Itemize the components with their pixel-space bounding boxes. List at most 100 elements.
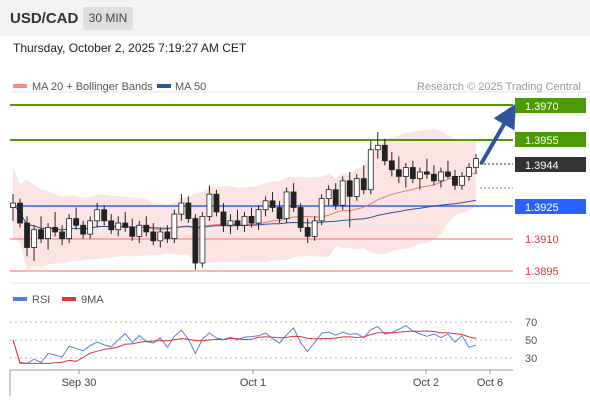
last-price-value: 1.3944 xyxy=(525,160,559,172)
resistance-2-value: 1.3970 xyxy=(525,101,559,113)
candle-body xyxy=(192,218,199,264)
candle-body xyxy=(262,200,269,211)
candle-body xyxy=(115,222,122,231)
pivot-value: 1.3925 xyxy=(525,202,559,214)
candle-body xyxy=(431,173,437,182)
candle-body xyxy=(220,211,227,226)
candle-body xyxy=(402,167,409,177)
ma20-legend-label: MA 20 + Bollinger Bands xyxy=(32,81,153,93)
candle-body xyxy=(360,178,367,191)
candle-body xyxy=(255,209,262,224)
candle-body xyxy=(10,202,16,208)
candle-body xyxy=(459,175,465,186)
candle-body xyxy=(157,231,164,242)
candle-body xyxy=(38,229,44,239)
resistance-1-tag xyxy=(515,132,586,147)
candle-body xyxy=(80,224,87,235)
candle-body xyxy=(269,200,276,208)
ma50-legend-label: MA 50 xyxy=(175,81,206,93)
forecast-arrow xyxy=(479,103,517,166)
candle-body xyxy=(122,222,129,228)
candle-body xyxy=(438,171,444,182)
candle-body xyxy=(416,171,423,180)
rsi-line xyxy=(12,325,477,364)
candle-body xyxy=(171,213,178,239)
candle-body xyxy=(17,202,23,224)
candle-body xyxy=(318,198,325,222)
candle-body xyxy=(101,209,108,222)
rsi-ma-legend-swatch xyxy=(62,297,76,301)
rsi-ma-legend-label: 9MA xyxy=(81,294,104,306)
candle-body xyxy=(283,191,290,219)
candle-body xyxy=(304,227,311,237)
candle-body xyxy=(290,191,297,208)
candle-body xyxy=(129,227,136,237)
support-1-value: 1.3910 xyxy=(525,234,559,246)
candle-body xyxy=(346,180,353,197)
candle-body xyxy=(367,149,374,191)
support-2-value: 1.3895 xyxy=(525,266,559,278)
candle-body xyxy=(164,231,171,239)
rsi-legend-swatch xyxy=(13,297,27,301)
bollinger-band-fill xyxy=(13,129,476,270)
resistance-1-value: 1.3955 xyxy=(525,135,559,147)
candle-body xyxy=(52,227,58,233)
candle-body xyxy=(59,231,66,239)
candle-body xyxy=(143,224,150,233)
candle-body xyxy=(248,215,255,224)
candle-body xyxy=(466,167,472,177)
candlestick-series xyxy=(10,131,479,270)
ma20-legend-swatch xyxy=(13,84,27,88)
candle-body xyxy=(311,220,318,237)
bollinger-band xyxy=(13,129,476,270)
candle-body xyxy=(374,144,381,151)
candle-body xyxy=(388,160,395,171)
timeframe-button[interactable]: 30 MIN xyxy=(83,7,133,30)
pivot-tag xyxy=(515,199,586,214)
candle-body xyxy=(31,229,37,248)
rsi-scale-30: 30 xyxy=(525,353,537,365)
ma50-legend-swatch xyxy=(157,84,171,88)
candle-body xyxy=(332,189,339,206)
candle-body xyxy=(409,167,416,180)
candle-body xyxy=(241,215,248,226)
candle-body xyxy=(94,209,101,222)
candle-body xyxy=(199,215,206,264)
candle-body xyxy=(473,158,479,168)
timestamp: Thursday, October 2, 2025 7:19:27 AM CET xyxy=(13,41,247,55)
x-label-oct1: Oct 1 xyxy=(240,377,266,389)
candle-body xyxy=(150,231,157,242)
candle-body xyxy=(108,220,115,231)
x-label-oct6: Oct 6 xyxy=(477,377,503,389)
candle-body xyxy=(297,207,304,228)
candle-body xyxy=(24,222,30,248)
candle-body xyxy=(234,220,241,226)
candle-body xyxy=(227,220,234,226)
chart-header: USD/CAD 30 MIN xyxy=(0,0,590,36)
candle-body xyxy=(213,193,220,213)
x-label-oct2: Oct 2 xyxy=(413,377,439,389)
rsi-legend-label: RSI xyxy=(32,294,50,306)
candle-body xyxy=(353,178,360,197)
candle-body xyxy=(423,171,430,175)
rsi-ma-line xyxy=(12,330,477,364)
candle-body xyxy=(395,169,402,177)
candle-body xyxy=(206,193,213,217)
candle-body xyxy=(445,171,451,177)
candle-body xyxy=(325,189,332,200)
candle-body xyxy=(87,220,94,235)
last-price-tag xyxy=(515,157,586,172)
rsi-scale-70: 70 xyxy=(525,317,537,329)
rsi-scale-50: 50 xyxy=(525,335,537,347)
resistance-2-tag xyxy=(515,98,586,113)
candle-body xyxy=(276,207,283,219)
candle-body xyxy=(452,175,458,186)
candle-body xyxy=(66,218,73,239)
candle-body xyxy=(136,224,143,237)
copyright-text: Research © 2025 Trading Central xyxy=(417,81,581,93)
symbol-title: USD/CAD xyxy=(10,10,79,27)
candle-body xyxy=(185,202,192,219)
x-label-sep30: Sep 30 xyxy=(62,377,97,389)
candle-body xyxy=(178,202,185,215)
